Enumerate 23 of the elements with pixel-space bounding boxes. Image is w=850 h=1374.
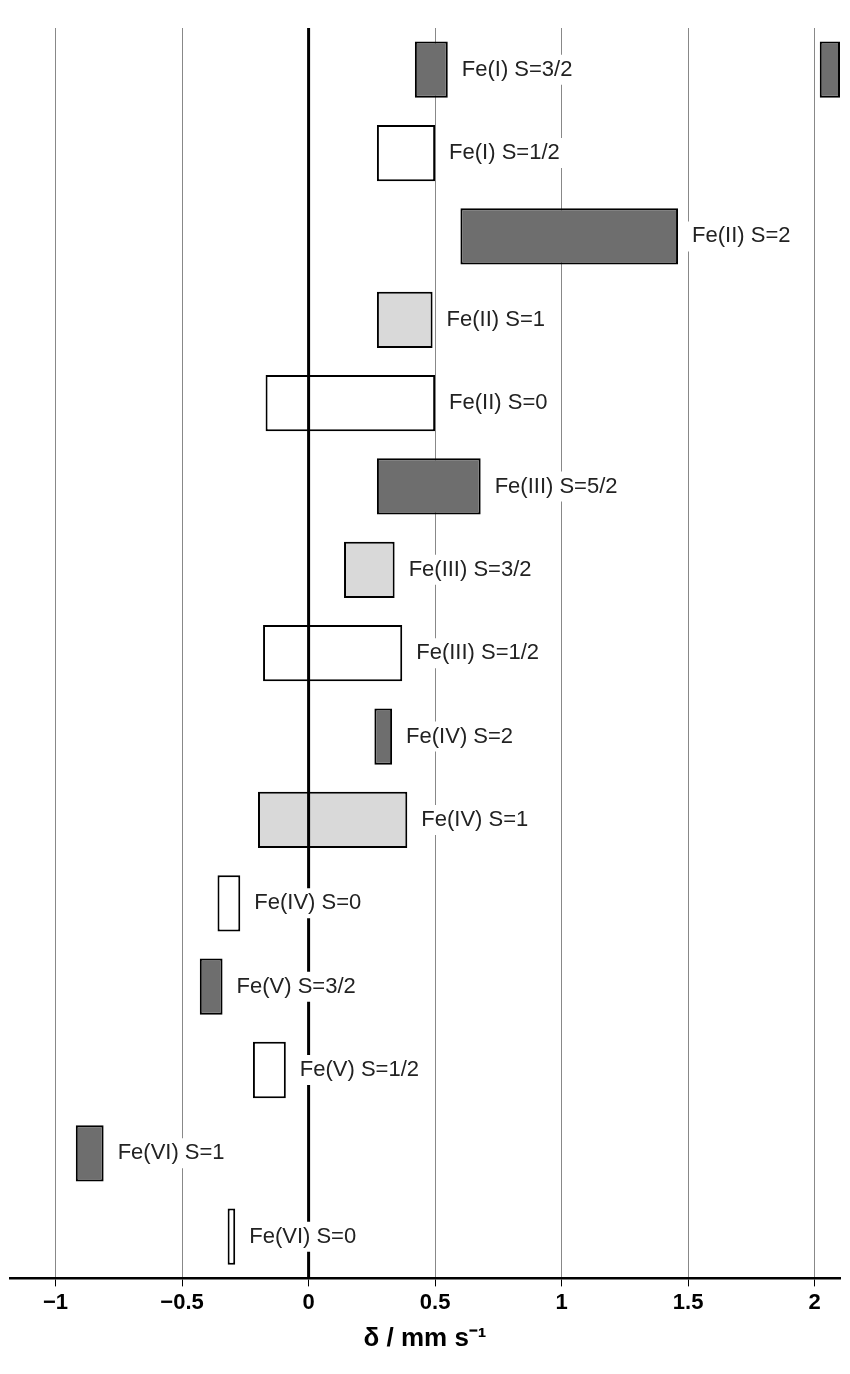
y-tick-label: Fe(V) S=1/2: [299, 1056, 420, 1082]
x-tick-label: −0.5: [160, 1288, 204, 1314]
y-tick-label: Fe(III) S=3/2: [408, 555, 532, 581]
x-tick-label: 2: [808, 1288, 821, 1314]
y-tick-label: Fe(III) S=5/2: [494, 472, 618, 498]
x-tick-label: 0: [302, 1288, 315, 1314]
y-tick-label: Fe(I) S=3/2: [461, 55, 573, 81]
y-tick-label: Fe(IV) S=2: [406, 722, 514, 748]
y-tick-label: Fe(III) S=1/2: [416, 639, 540, 665]
y-tick-label: Fe(V) S=3/2: [236, 972, 356, 998]
x-tick-label: 0.5: [419, 1288, 451, 1314]
x-tick-label: 1.5: [672, 1288, 704, 1314]
y-tick-label: Fe(VI) S=1: [117, 1139, 225, 1165]
x-tick-label: 1: [555, 1288, 568, 1314]
y-tick-label: Fe(IV) S=0: [254, 889, 362, 915]
y-tick-label: Fe(I) S=1/2: [449, 139, 560, 165]
y-tick-label: Fe(II) S=2: [692, 222, 791, 248]
y-tick-label: Fe(VI) S=0: [249, 1222, 357, 1248]
y-tick-label: Fe(II) S=1: [446, 305, 546, 331]
y-tick-label: Fe(II) S=0: [449, 389, 548, 415]
x-tick-label: −1: [43, 1288, 69, 1314]
x-axis-title: δ / mm s⁻¹: [363, 1321, 487, 1352]
y-tick-label: Fe(IV) S=1: [421, 805, 529, 831]
